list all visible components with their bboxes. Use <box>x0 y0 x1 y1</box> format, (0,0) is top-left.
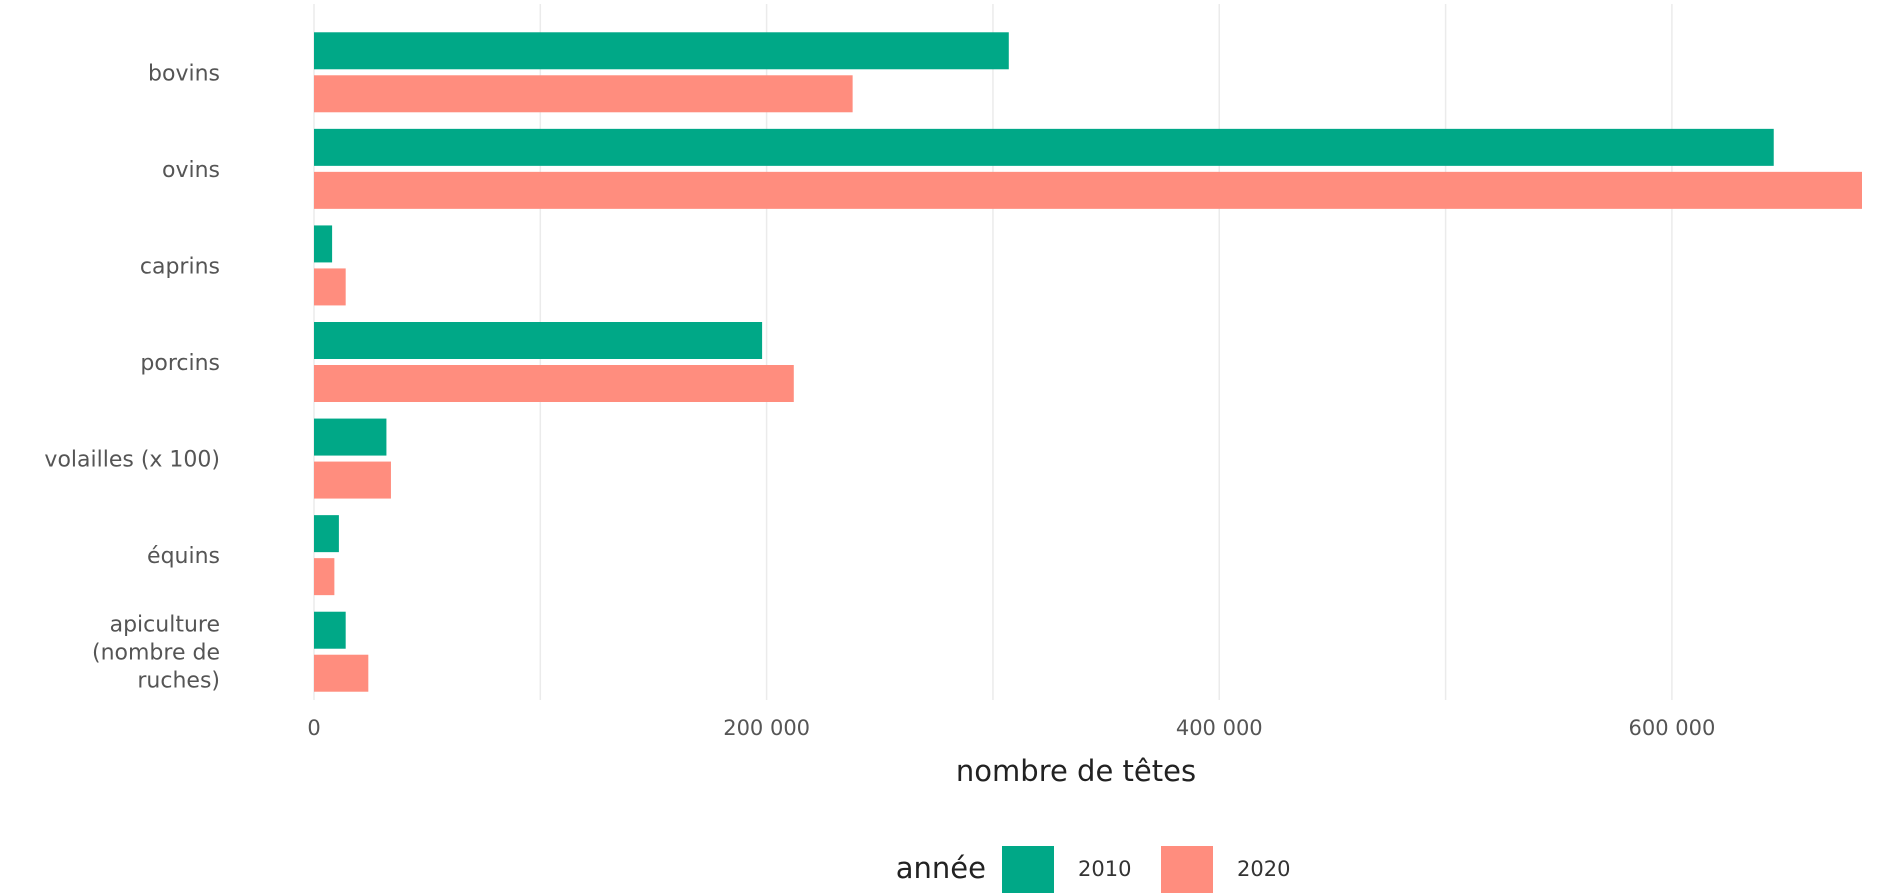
category-labels: bovins ovins caprins porcins volailles (x 10… <box>44 61 220 693</box>
x-tick-label: 0 <box>307 716 320 740</box>
bar-2020 <box>314 171 1862 209</box>
category-label: bovins <box>148 61 220 86</box>
bar-2010 <box>314 128 1774 166</box>
legend-key-2010 <box>1002 846 1054 893</box>
legend: année 2010 2020 <box>896 846 1290 893</box>
category-label: caprins <box>140 254 220 279</box>
category-label: apiculture (nombre de ruches) <box>92 613 220 694</box>
bar-2010 <box>314 32 1009 70</box>
bar-2020 <box>314 365 794 402</box>
bar-2020 <box>314 268 346 306</box>
x-tick-labels: 0 200 000 400 000 600 000 <box>307 716 1715 740</box>
category-label: volailles (x 100) <box>44 448 220 473</box>
bar-2020 <box>314 461 391 499</box>
bar-2020 <box>314 75 853 113</box>
bar-2020 <box>314 654 369 692</box>
bar-2010 <box>314 611 346 649</box>
grid-lines <box>313 4 1673 700</box>
legend-label-2020: 2020 <box>1237 857 1290 881</box>
bar-2010 <box>314 418 387 456</box>
bar-2010 <box>314 322 763 359</box>
x-axis-title: nombre de têtes <box>956 754 1196 788</box>
x-tick-label: 600 000 <box>1628 716 1715 740</box>
x-tick-label: 200 000 <box>723 716 810 740</box>
category-label: ovins <box>162 158 220 183</box>
category-label: porcins <box>140 351 220 376</box>
bar-2020 <box>314 558 335 596</box>
bar-2010 <box>314 225 333 263</box>
x-tick-label: 400 000 <box>1176 716 1263 740</box>
legend-title: année <box>896 851 986 885</box>
bar-2010 <box>314 515 339 553</box>
category-label: équins <box>147 544 220 569</box>
legend-label-2010: 2010 <box>1078 857 1131 881</box>
bars <box>314 32 1862 692</box>
legend-key-2020 <box>1161 846 1213 893</box>
